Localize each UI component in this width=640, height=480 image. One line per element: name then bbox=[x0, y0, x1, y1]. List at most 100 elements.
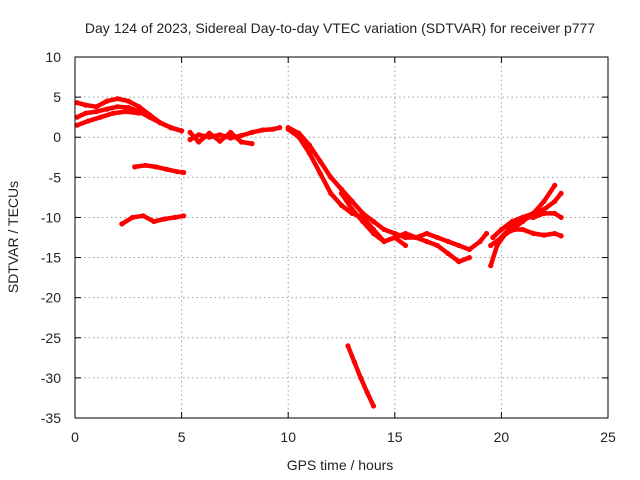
data-point bbox=[402, 230, 409, 237]
data-point bbox=[196, 139, 202, 145]
data-point bbox=[509, 226, 515, 233]
x-tick-label: 20 bbox=[494, 429, 510, 445]
data-point bbox=[424, 230, 430, 237]
data-point bbox=[306, 142, 313, 148]
data-point bbox=[74, 114, 80, 120]
data-point bbox=[136, 110, 142, 116]
data-point bbox=[249, 141, 255, 147]
data-series bbox=[74, 96, 564, 409]
data-point bbox=[317, 158, 323, 164]
data-point bbox=[187, 137, 193, 143]
data-point bbox=[392, 234, 398, 241]
series-track-9 bbox=[119, 213, 187, 227]
data-point bbox=[349, 206, 355, 212]
data-point bbox=[520, 218, 526, 225]
x-tick-label: 10 bbox=[280, 429, 296, 445]
data-point bbox=[142, 162, 148, 168]
data-point bbox=[351, 359, 357, 365]
plot-frame bbox=[74, 56, 609, 419]
data-point bbox=[413, 234, 419, 241]
y-tick-label: -20 bbox=[41, 290, 61, 306]
data-point bbox=[466, 246, 472, 253]
data-point bbox=[140, 213, 146, 219]
data-point bbox=[558, 190, 564, 196]
data-point bbox=[110, 110, 116, 116]
x-tick-label: 15 bbox=[387, 429, 403, 445]
data-point bbox=[83, 102, 89, 108]
data-point bbox=[115, 96, 121, 102]
data-point bbox=[338, 186, 345, 192]
data-point bbox=[498, 234, 504, 241]
series-track-8 bbox=[338, 190, 409, 249]
data-point bbox=[228, 135, 234, 141]
data-point bbox=[358, 375, 364, 381]
data-point bbox=[130, 214, 136, 220]
data-point bbox=[434, 242, 440, 249]
data-point bbox=[151, 218, 157, 225]
data-point bbox=[360, 218, 366, 225]
data-point bbox=[83, 110, 89, 116]
data-point bbox=[328, 174, 334, 180]
data-point bbox=[104, 98, 110, 104]
data-point bbox=[490, 234, 496, 241]
data-point bbox=[85, 118, 91, 124]
data-point bbox=[74, 122, 80, 128]
data-point bbox=[153, 164, 159, 170]
data-point bbox=[364, 389, 370, 395]
data-point bbox=[317, 170, 323, 176]
data-point bbox=[530, 230, 537, 237]
chart-title: Day 124 of 2023, Sidereal Day-to-day VTE… bbox=[85, 20, 595, 36]
data-point bbox=[136, 104, 142, 110]
data-point bbox=[424, 238, 430, 245]
axis-ticks bbox=[74, 56, 609, 419]
data-point bbox=[381, 226, 387, 233]
data-point bbox=[104, 106, 110, 112]
data-point bbox=[172, 214, 178, 220]
y-tick-label: -10 bbox=[41, 209, 61, 225]
data-point bbox=[381, 238, 387, 245]
data-point bbox=[98, 114, 104, 120]
x-tick-label: 5 bbox=[178, 429, 186, 445]
data-point bbox=[328, 190, 334, 196]
data-point bbox=[498, 226, 504, 233]
y-tick-label: 5 bbox=[53, 89, 61, 105]
data-point bbox=[552, 182, 558, 188]
y-tick-label: -30 bbox=[41, 370, 61, 386]
data-point bbox=[125, 104, 131, 111]
data-point bbox=[168, 125, 174, 131]
series-track-15 bbox=[488, 182, 558, 249]
data-point bbox=[445, 250, 451, 257]
y-tick-label: -5 bbox=[49, 169, 62, 185]
series-track-3 bbox=[74, 109, 142, 128]
data-point bbox=[552, 210, 558, 216]
data-point bbox=[238, 139, 244, 145]
x-tick-label: 0 bbox=[71, 429, 79, 445]
y-tick-label: -25 bbox=[41, 330, 61, 346]
x-axis-label: GPS time / hours bbox=[287, 457, 394, 473]
series-track-11 bbox=[345, 343, 377, 409]
data-point bbox=[277, 125, 283, 131]
y-axis-label: SDTVAR / TECUs bbox=[5, 181, 21, 293]
data-point bbox=[161, 216, 168, 222]
data-point bbox=[217, 138, 223, 144]
data-point bbox=[434, 234, 440, 241]
data-point bbox=[488, 242, 494, 249]
data-point bbox=[132, 164, 138, 170]
data-point bbox=[345, 343, 351, 349]
data-point bbox=[260, 127, 266, 133]
data-point bbox=[520, 226, 526, 233]
data-point bbox=[174, 169, 180, 175]
data-point bbox=[552, 230, 558, 237]
series-track-10 bbox=[132, 162, 187, 176]
data-point bbox=[187, 129, 193, 135]
data-point bbox=[181, 169, 187, 176]
data-point bbox=[296, 134, 302, 140]
series-track-5 bbox=[187, 129, 255, 147]
tick-labels: 0 5 10 15 20 25 10 5 0 -5 -10 -15 -20 -25 -30 -35 bbox=[41, 49, 616, 445]
data-point bbox=[370, 403, 377, 409]
data-point bbox=[238, 133, 244, 139]
data-point bbox=[445, 238, 451, 245]
data-point bbox=[370, 230, 377, 237]
data-point bbox=[74, 100, 80, 106]
